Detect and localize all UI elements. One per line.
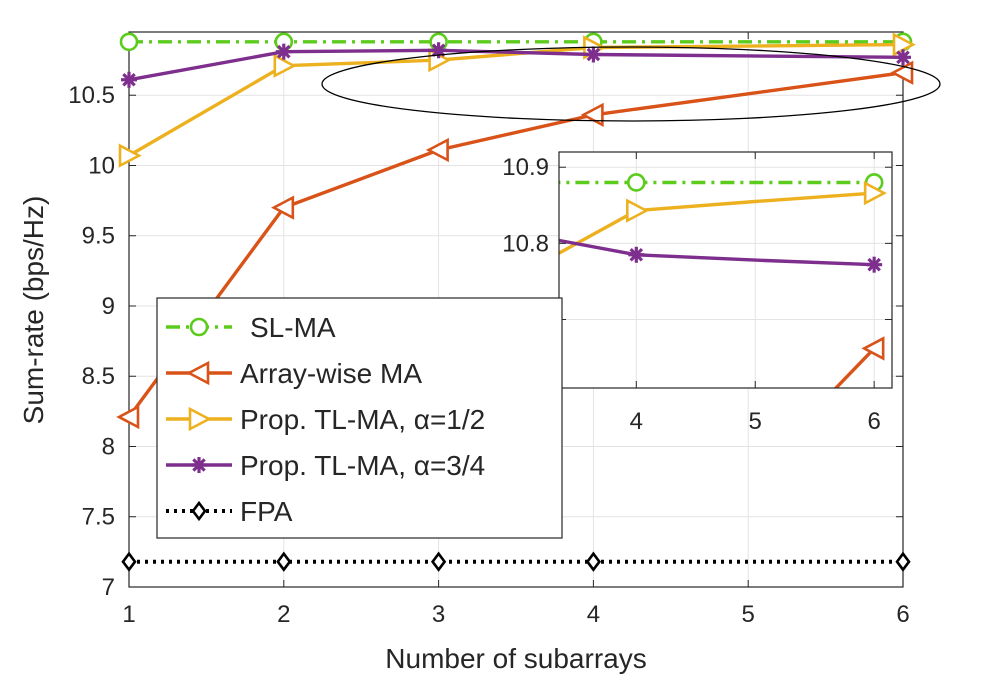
inset-series — [559, 173, 887, 388]
inset-ytick-label: 10.8 — [502, 230, 549, 257]
legend-label-fpa: FPA — [240, 496, 293, 527]
main-point-prop-tl-ma-3-4-stroke — [277, 44, 291, 59]
main-point-array-wise-ma — [425, 137, 449, 163]
zoom-ellipse — [321, 46, 941, 122]
inset-background — [559, 152, 892, 388]
main-ytick-label: 8.5 — [82, 363, 115, 390]
main-ytick-label: 10 — [88, 152, 115, 179]
legend-entry-prop-tl-ma-1-2: Prop. TL-MA, α=1/2 — [166, 404, 485, 435]
main-ytick-label: 9.5 — [82, 223, 115, 250]
inset-xtick-label: 4 — [630, 408, 643, 435]
legend-marker-fpa — [191, 500, 207, 522]
legend-entry-sl-ma: SL-MA — [166, 312, 336, 343]
legend-entry-array-wise-ma: Array-wise MA — [166, 358, 422, 389]
inset-point-prop-tl-ma-3-4-stroke — [629, 247, 644, 262]
inset-xtick-label: 6 — [867, 408, 880, 435]
main-series-fpa — [121, 551, 911, 572]
main-ytick-label: 10.5 — [68, 82, 115, 109]
main-series-prop-tl-ma-3-4 — [121, 42, 911, 88]
inset-ytick-label: 10.9 — [502, 154, 549, 181]
main-point-prop-tl-ma-3-4-stroke — [896, 50, 910, 65]
inset-point-prop-tl-ma-3-4 — [866, 256, 883, 273]
main-ytick-label: 8 — [102, 433, 115, 460]
inset-point-prop-tl-ma-1-2 — [863, 180, 887, 206]
main-xtick-label: 1 — [122, 601, 135, 628]
main-point-fpa — [276, 551, 292, 572]
main-point-prop-tl-ma-3-4 — [895, 49, 911, 66]
inset-series-array-wise-ma — [833, 336, 885, 388]
main-point-array-wise-ma — [116, 404, 140, 430]
main-plot-box — [128, 31, 904, 588]
main-xtick-label: 4 — [587, 601, 600, 628]
inset-point-array-wise-ma — [861, 336, 885, 361]
inset-point-prop-tl-ma-1-2 — [626, 198, 650, 223]
main-line-prop-tl-ma-3-4 — [128, 48, 904, 82]
main-line-array-wise-ma — [127, 71, 904, 419]
inset-series-prop-tl-ma-3-4 — [559, 238, 883, 273]
main-ytick-label: 9 — [102, 293, 115, 320]
legend-marker-sl-ma — [189, 317, 209, 337]
main-point-prop-tl-ma-1-2 — [273, 53, 297, 78]
main-series — [116, 32, 916, 572]
legend-entry-fpa: FPA — [166, 496, 293, 527]
inset-xtick-label: 5 — [749, 408, 762, 435]
main-point-fpa — [585, 551, 602, 572]
main-ytick-label: 7 — [102, 574, 115, 601]
main-xtick-label: 5 — [742, 601, 755, 628]
inset-line-prop-tl-ma-3-4 — [559, 238, 875, 267]
inset-x-ticks: 4 5 6 — [630, 152, 881, 435]
main-point-fpa — [121, 551, 137, 572]
main-point-prop-tl-ma-3-4-stroke — [431, 43, 446, 58]
main-point-fpa — [430, 551, 447, 572]
legend-label-prop-tl-ma-1-2: Prop. TL-MA, α=1/2 — [240, 404, 485, 435]
inset-point-prop-tl-ma-3-4-stroke — [867, 257, 881, 272]
legend-label-array-wise-ma: Array-wise MA — [240, 358, 422, 389]
main-xtick-label: 2 — [277, 601, 290, 628]
x-axis-label: Number of subarrays — [385, 643, 646, 674]
inset-series-prop-tl-ma-1-2 — [559, 180, 887, 256]
main-point-prop-tl-ma-3-4 — [275, 43, 292, 60]
main-point-sl-ma — [119, 32, 139, 52]
legend: SL-MA Array-wise MA Prop. TL-MA, α=1/2 Prop… — [156, 297, 563, 539]
inset-point-prop-tl-ma-3-4 — [628, 246, 645, 263]
main-point-prop-tl-ma-3-4 — [585, 46, 602, 63]
legend-entry-prop-tl-ma-3-4: Prop. TL-MA, α=3/4 — [166, 450, 485, 481]
inset-point-sl-ma — [627, 173, 646, 192]
legend-label-prop-tl-ma-3-4: Prop. TL-MA, α=3/4 — [240, 450, 485, 481]
main-y-ticks: 7 7.5 8 8.5 9 9.5 10 10.5 — [68, 82, 903, 601]
inset-series-sl-ma — [559, 173, 884, 192]
inset-plot-box — [558, 151, 893, 389]
main-point-prop-tl-ma-3-4 — [121, 71, 137, 88]
legend-marker-prop-tl-ma-3-4-stroke — [192, 458, 206, 472]
legend-label-sl-ma: SL-MA — [250, 312, 336, 343]
main-xtick-label: 3 — [432, 601, 445, 628]
main-point-prop-tl-ma-3-4 — [430, 42, 447, 59]
main-point-prop-tl-ma-1-2 — [118, 143, 142, 168]
legend-marker-array-wise-ma — [186, 360, 210, 386]
main-ytick-label: 7.5 — [82, 504, 115, 531]
main-point-prop-tl-ma-3-4-stroke — [586, 47, 601, 62]
main-point-fpa — [895, 551, 911, 572]
main-x-ticks: 1 2 3 4 5 6 — [122, 32, 910, 628]
main-point-array-wise-ma — [271, 195, 295, 220]
legend-marker-prop-tl-ma-3-4 — [191, 457, 207, 473]
main-point-array-wise-ma — [580, 102, 604, 128]
inset-line-array-wise-ma — [833, 347, 876, 388]
legend-marker-prop-tl-ma-1-2 — [188, 406, 212, 432]
y-axis-label: Sum-rate (bps/Hz) — [18, 196, 49, 425]
main-point-prop-tl-ma-3-4-stroke — [122, 72, 136, 87]
main-xtick-label: 6 — [896, 601, 909, 628]
main-series-array-wise-ma — [116, 60, 914, 430]
